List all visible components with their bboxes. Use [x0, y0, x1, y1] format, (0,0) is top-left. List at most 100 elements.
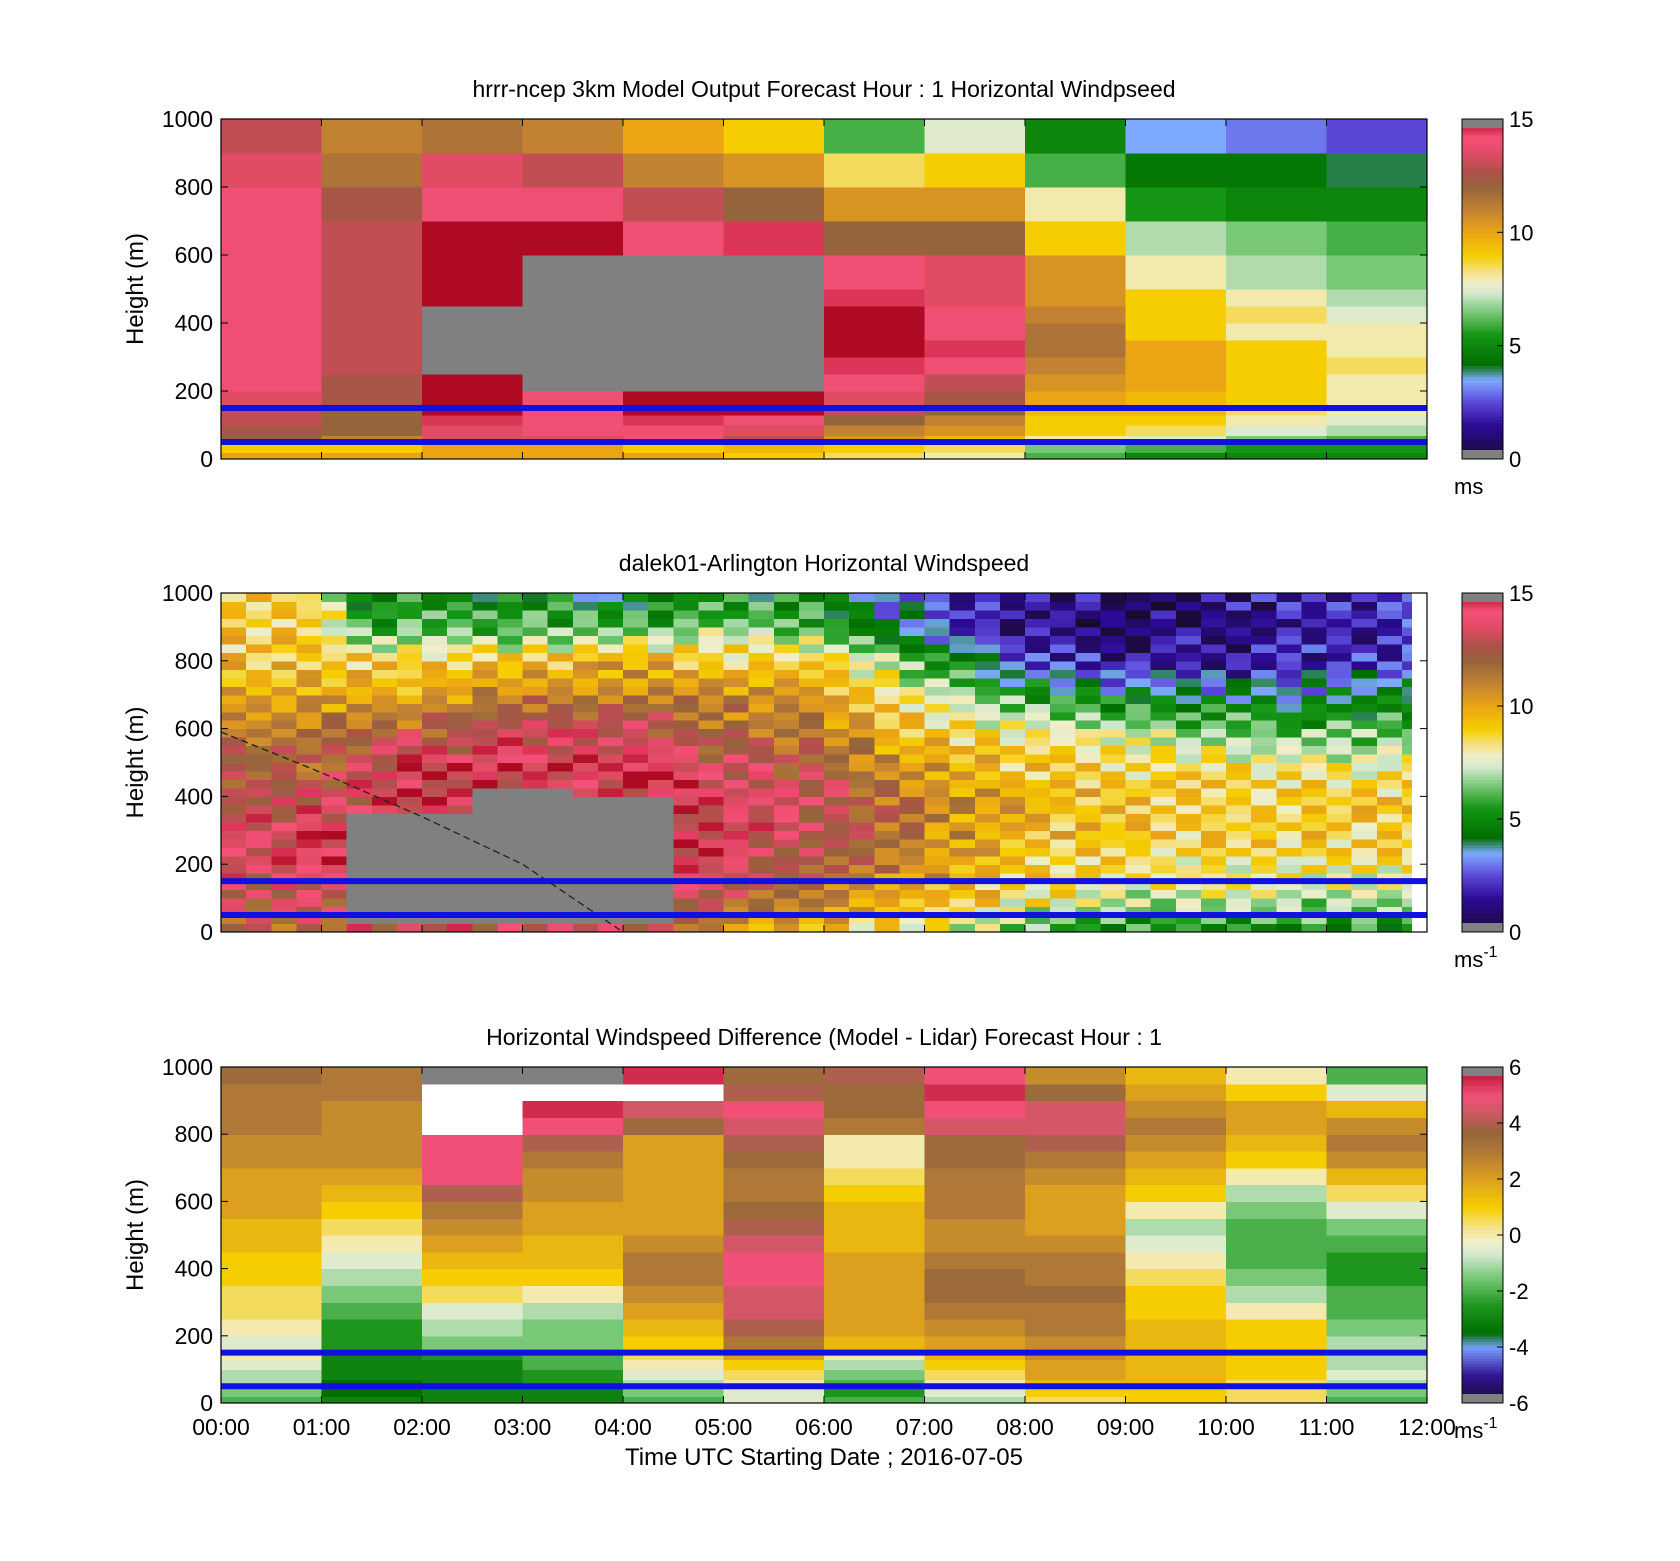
heatmap-cell	[246, 796, 272, 806]
heatmap-cell	[1175, 804, 1202, 814]
y-tick-label: 400	[175, 783, 213, 809]
heatmap-cell	[271, 804, 297, 814]
heatmap-cell	[296, 889, 323, 899]
heatmap-cell	[723, 881, 750, 891]
heatmap-cell	[824, 221, 926, 256]
colorbar-step	[1462, 1148, 1503, 1152]
heatmap-cell	[1100, 694, 1127, 704]
colorbar-step	[1462, 824, 1503, 829]
heatmap-cell	[547, 703, 574, 713]
heatmap-cell	[698, 804, 725, 814]
heatmap-cell	[1351, 872, 1378, 882]
heatmap-cell	[447, 838, 473, 848]
colorbar-step	[1462, 436, 1503, 440]
heatmap-cell	[748, 694, 775, 704]
heatmap-cell	[1251, 720, 1277, 730]
heatmap-cell	[673, 703, 699, 713]
colorbar-step	[1462, 1347, 1503, 1351]
heatmap-cell	[723, 1067, 825, 1085]
heatmap-cell	[1276, 703, 1302, 713]
heatmap-cell	[899, 711, 926, 721]
heatmap-cell	[447, 643, 473, 653]
colorbar-step	[1462, 1131, 1503, 1135]
heatmap-cell	[246, 906, 272, 916]
heatmap-cell	[723, 1117, 825, 1135]
heatmap-cell	[824, 1117, 926, 1135]
heatmap-cell	[949, 635, 976, 645]
heatmap-cell	[422, 1117, 524, 1135]
heatmap-cell	[472, 720, 498, 730]
heatmap-cell	[346, 609, 373, 620]
heatmap-cell	[1326, 737, 1353, 747]
colorbar-step	[1462, 1114, 1503, 1118]
heatmap-cell	[522, 652, 549, 662]
heatmap-cell	[346, 762, 373, 772]
heatmap-cell	[849, 864, 875, 874]
heatmap-cell	[597, 915, 624, 925]
heatmap-cells	[221, 593, 1428, 933]
heatmap-cell	[673, 593, 699, 603]
heatmap-cell	[673, 787, 699, 797]
heatmap-cell	[1125, 425, 1227, 436]
heatmap-cell	[547, 635, 574, 645]
heatmap-cell	[321, 711, 348, 721]
colorbar-step	[1462, 734, 1503, 738]
heatmap-cell	[824, 443, 926, 453]
heatmap-cell	[999, 813, 1026, 823]
heatmap-cell	[1200, 923, 1227, 933]
heatmap-cell	[673, 754, 699, 764]
heatmap-cell	[648, 609, 674, 620]
heatmap-cell	[597, 813, 624, 823]
heatmap-cell	[1125, 923, 1152, 933]
heatmap-cell	[1050, 906, 1076, 916]
heatmap-cell	[321, 153, 423, 188]
heatmap-cell	[723, 669, 750, 679]
heatmap-cell	[246, 609, 272, 620]
heatmap-cell	[1125, 414, 1227, 426]
heatmap-cell	[1100, 804, 1127, 814]
heatmap-cell	[1100, 872, 1127, 882]
colorbar-step	[1462, 1184, 1503, 1188]
heatmap-cell	[623, 391, 725, 406]
heatmap-cell	[748, 804, 775, 814]
heatmap-cell	[648, 855, 674, 865]
colorbar-step	[1462, 297, 1503, 301]
heatmap-cell	[371, 626, 398, 636]
heatmap-cell	[1326, 452, 1428, 460]
heatmap-cell	[321, 754, 348, 764]
heatmap-cell	[522, 787, 549, 797]
heatmap-cell	[1276, 694, 1302, 704]
panel-title: Horizontal Windspeed Difference (Model -…	[486, 1024, 1162, 1050]
heatmap-cell	[522, 626, 549, 636]
heatmap-cell	[1301, 711, 1328, 721]
heatmap-cell	[824, 745, 850, 755]
heatmap-cell	[296, 643, 323, 653]
heatmap-cell	[472, 601, 498, 611]
heatmap-cell	[824, 1083, 926, 1102]
heatmap-cell	[723, 1235, 825, 1253]
heatmap-cell	[924, 923, 951, 933]
heatmap-cell	[623, 737, 649, 747]
heatmap-cell	[572, 694, 599, 704]
heatmap-cell	[1075, 643, 1101, 653]
heatmap-cell	[597, 770, 624, 781]
colorbar-step	[1462, 666, 1503, 670]
heatmap-cell	[1326, 255, 1428, 290]
heatmap-cell	[974, 677, 1001, 687]
heatmap-cell	[1376, 838, 1403, 848]
heatmap-cell	[497, 864, 524, 874]
heatmap-cell	[296, 821, 323, 831]
heatmap-cell	[271, 626, 297, 636]
heatmap-cell	[798, 643, 825, 653]
heatmap-cell	[748, 737, 775, 747]
heatmap-cell	[623, 677, 649, 687]
x-tick-label: 03:00	[494, 1414, 552, 1440]
heatmap-cell	[949, 889, 976, 899]
heatmap-cell	[798, 813, 825, 823]
heatmap-cell	[1125, 838, 1152, 848]
heatmap-cell	[1226, 855, 1252, 865]
heatmap-cell	[321, 694, 348, 704]
colorbar-tick-label: 6	[1509, 1055, 1521, 1080]
colorbar-step	[1462, 1229, 1503, 1233]
colorbar-step	[1462, 442, 1503, 446]
